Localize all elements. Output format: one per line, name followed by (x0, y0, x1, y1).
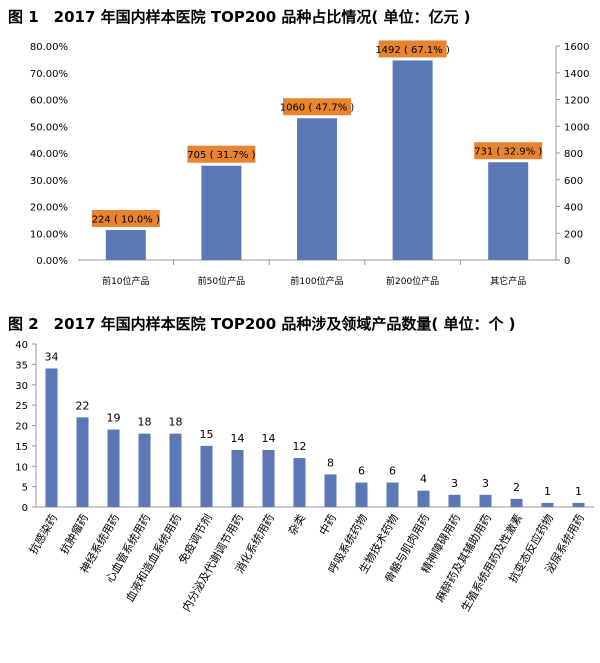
chart1-left-tick-label: 60.00% (30, 96, 68, 107)
chart1-data-label: 705 ( 31.7% ) (187, 150, 255, 161)
chart2-bar (510, 498, 523, 507)
chart2-y-tick-label: 30 (15, 381, 28, 392)
chart1-right-tick-label: 400 (564, 203, 583, 214)
chart1-bar (392, 60, 433, 260)
chart2-bar (45, 368, 58, 507)
chart2-data-label: 8 (327, 456, 334, 469)
chart2-y-tick-label: 25 (15, 401, 28, 412)
chart2-data-label: 6 (389, 465, 396, 478)
chart2-category-label: 杂类 (285, 512, 308, 538)
chart1-category-label: 其它产品 (490, 275, 526, 287)
chart2-bar (355, 482, 368, 507)
chart1-right-tick-label: 1000 (564, 122, 589, 133)
chart2-data-label: 12 (293, 440, 307, 453)
chart2-data-label: 14 (262, 432, 276, 445)
chart1-ticks: 0.00% 10.00% 20.00% 30.00% 40.00% 50.00% 60.00… (30, 42, 590, 287)
chart1-bar (488, 162, 529, 260)
chart1-data-label: 224 ( 10.0% ) (92, 215, 160, 226)
chart1-right-tick-label: 800 (564, 149, 583, 160)
chart2-bars (45, 368, 585, 507)
chart2-bar (262, 449, 275, 507)
chart1-left-tick-label: 50.00% (30, 122, 68, 133)
chart2-y-tick-label: 20 (15, 422, 28, 433)
chart1-data-label-box (474, 142, 543, 160)
chart1-data-label: 731 ( 32.9% ) (474, 147, 542, 158)
chart2-y-tick-label: 5 (22, 483, 28, 494)
chart2-data-label: 14 (231, 432, 245, 445)
chart1-bar (297, 118, 337, 260)
chart1-title: 图 1 2017 年国内样本医院 TOP200 品种占比情况( 单位：亿元 ) (8, 8, 471, 26)
chart2-category-label: 抗肿瘤药 (57, 512, 91, 557)
chart2-axes (35, 344, 594, 508)
chart2-bar (417, 490, 430, 507)
chart2-category-label: 血液和造血系统用药 (122, 512, 184, 605)
chart1-category-label: 前100位产品 (290, 275, 343, 287)
chart2-category-label: 抗感染药 (26, 512, 60, 557)
chart2-y-tick-label: 0 (22, 503, 28, 514)
chart1-category-label: 前10位产品 (102, 275, 149, 287)
chart1-right-tick-label: 1200 (564, 96, 589, 107)
chart1-data-label-box (283, 98, 351, 116)
chart2-data-label: 1 (544, 485, 551, 498)
chart1-right-tick-label: 600 (564, 176, 583, 187)
chart2-data-label: 1 (575, 485, 582, 498)
chart2-data-label: 2 (513, 481, 520, 494)
chart1-bar (105, 230, 146, 260)
chart1-svg: 224 ( 10.0% ) 705 ( 31.7% ) 1060 ( 47.7% )… (30, 40, 590, 287)
chart2-bar (448, 494, 461, 507)
chart1-left-tick-label: 70.00% (30, 69, 68, 80)
chart1-right-tick-label: 200 (564, 229, 583, 240)
chart1-left-tick-label: 0.00% (36, 256, 68, 267)
chart1-right-tick-label: 1600 (564, 42, 589, 53)
chart1-left-tick-label: 30.00% (30, 176, 68, 187)
chart1-bars (105, 60, 529, 260)
chart2-category-label: 中药 (317, 512, 339, 538)
chart2-data-labels: 34 22 19 18 18 15 14 14 12 8 6 6 4 3 3 2 1 1 (45, 350, 583, 497)
chart2-title: 图 2 2017 年国内样本医院 TOP200 品种涉及领域产品数量( 单位：个… (8, 315, 516, 333)
chart1-left-tick-label: 10.00% (30, 229, 68, 240)
chart1-data-label: 1492 ( 67.1% ) (375, 45, 450, 56)
chart2-bar (386, 482, 399, 507)
chart2-category-label: 麻醉药及其辅助用药 (432, 512, 494, 605)
chart2-y-tick-label: 35 (15, 360, 28, 371)
chart2-data-label: 18 (169, 416, 183, 429)
chart2-data-label: 3 (482, 477, 489, 490)
chart1-data-label: 1060 ( 47.7% ) (280, 103, 355, 114)
chart2-data-label: 4 (420, 473, 427, 486)
chart2-bar (324, 474, 337, 507)
chart2-y-tick-label: 10 (15, 462, 28, 473)
chart1-category-label: 前200位产品 (386, 275, 439, 287)
chart2-bar (107, 429, 120, 507)
chart1-category-label: 前50位产品 (198, 275, 245, 287)
chart2-y-tick-label: 40 (15, 340, 28, 351)
chart2-data-label: 18 (138, 416, 152, 429)
chart2-bar (231, 449, 244, 507)
chart2-data-label: 15 (200, 428, 214, 441)
chart2-bar (541, 502, 554, 507)
chart2-bar (293, 458, 306, 507)
chart2-bar (76, 417, 89, 507)
chart2-bar (572, 502, 585, 507)
chart2-y-tick-label: 15 (15, 442, 28, 453)
chart1-data-label-box (91, 210, 160, 228)
chart2-bar (138, 433, 151, 507)
chart2-data-label: 34 (45, 350, 59, 363)
chart1-bar (201, 165, 242, 260)
chart1-data-label-box (187, 145, 256, 163)
chart1-right-tick-label: 1400 (564, 69, 589, 80)
chart1-right-tick-label: 0 (564, 256, 570, 267)
chart2-bar (479, 494, 492, 507)
chart1-data-label-box (378, 40, 447, 58)
chart2-data-label: 22 (76, 399, 90, 412)
chart2-data-label: 3 (451, 477, 458, 490)
chart1-left-tick-label: 20.00% (30, 203, 68, 214)
chart1-left-tick-label: 80.00% (30, 42, 68, 53)
chart2-data-label: 6 (358, 465, 365, 478)
chart1-left-tick-label: 40.00% (30, 149, 68, 160)
chart1-data-labels: 224 ( 10.0% ) 705 ( 31.7% ) 1060 ( 47.7% )… (91, 40, 543, 228)
chart2-bar (200, 445, 213, 507)
chart2-bar (169, 433, 182, 507)
chart2-data-label: 19 (107, 412, 121, 425)
